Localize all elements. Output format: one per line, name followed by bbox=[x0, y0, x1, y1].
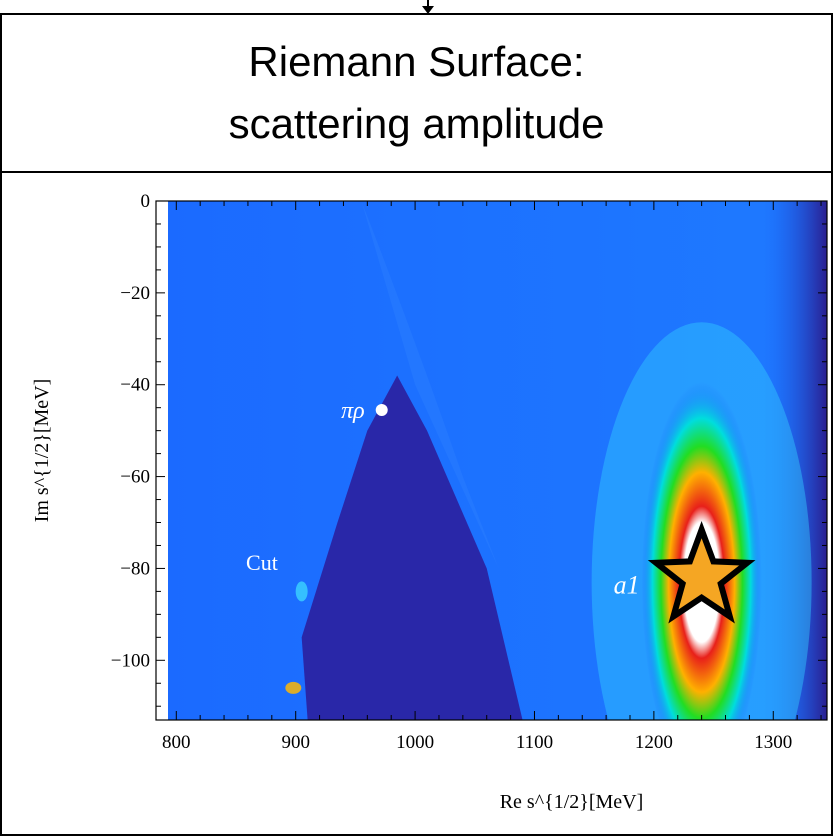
axes: 800 900 1000 1100 1200 1300 0 −20 −40 −60 −80 −100 R… bbox=[31, 191, 828, 813]
heatmap-field bbox=[168, 201, 827, 720]
x-tick-label: 1300 bbox=[754, 732, 792, 753]
a1-label: a1 bbox=[614, 571, 640, 600]
y-tick-label: −20 bbox=[120, 283, 150, 304]
light-wedge bbox=[361, 201, 499, 569]
chart-title-line2: scattering amplitude bbox=[228, 100, 605, 147]
outer-border bbox=[0, 13, 833, 836]
x-tick-label: 1100 bbox=[516, 732, 553, 753]
x-tick-label: 1200 bbox=[635, 732, 673, 753]
cut-annotation: Cut bbox=[246, 550, 278, 575]
y-tick-label: −100 bbox=[111, 650, 150, 671]
plot-frame bbox=[155, 200, 828, 721]
chart-title-line1: Riemann Surface: bbox=[248, 38, 585, 85]
cut-spark-1 bbox=[295, 581, 308, 602]
cut-spark-2 bbox=[285, 681, 302, 694]
dark-region bbox=[301, 375, 523, 720]
y-tick-label: 0 bbox=[141, 191, 151, 212]
y-tick-label: −80 bbox=[120, 558, 150, 579]
x-tick-label: 800 bbox=[162, 732, 191, 753]
pirho-point bbox=[375, 403, 388, 416]
y-tick-label: −60 bbox=[120, 467, 150, 488]
x-tick-label: 1000 bbox=[396, 732, 434, 753]
connector-arrow-icon bbox=[422, 6, 434, 14]
pirho-label: πρ bbox=[341, 398, 365, 424]
y-axis-label: Im s^{1/2}[MeV] bbox=[31, 379, 53, 523]
x-tick-label: 900 bbox=[281, 732, 310, 753]
a1-star-icon bbox=[647, 520, 756, 624]
y-tick-label: −40 bbox=[120, 375, 150, 396]
chart-marks: πρ a1 Cut bbox=[246, 398, 756, 624]
x-axis-label: Re s^{1/2}[MeV] bbox=[500, 791, 644, 813]
right-dark-edge bbox=[761, 201, 827, 720]
